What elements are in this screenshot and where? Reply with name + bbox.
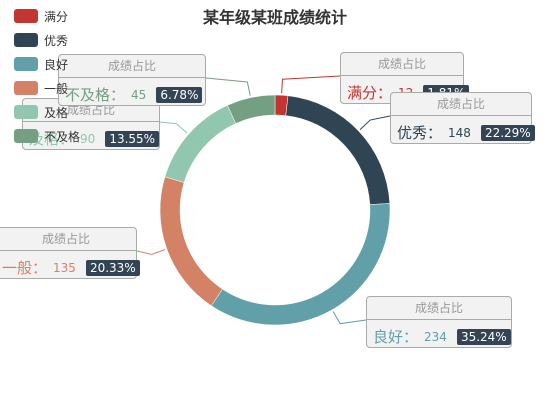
callout-body: 优秀： 148 22.29% <box>391 116 535 143</box>
legend-label: 一般 <box>44 81 69 96</box>
callout-name: 满分 <box>347 84 378 102</box>
donut-slice-excellent[interactable] <box>285 95 391 205</box>
donut-slice-pass[interactable] <box>164 104 237 183</box>
callout-name: 良好 <box>373 328 404 346</box>
legend-swatch <box>14 105 38 119</box>
callout-percent: 20.33% <box>85 259 140 276</box>
callout-body: 良好： 234 35.24% <box>367 320 511 347</box>
leader-line-excellent <box>359 115 391 131</box>
callout-title: 成绩占比 <box>59 55 205 78</box>
callout-percent: 13.55% <box>105 130 160 147</box>
chart-title: 某年级某班成绩统计 <box>202 8 347 27</box>
legend-label: 不及格 <box>44 129 81 144</box>
callout-good: 成绩占比良好： 234 35.24% <box>366 296 512 348</box>
callout-name: 一般 <box>2 259 33 277</box>
callout-value: 135 <box>53 260 76 275</box>
leader-lines <box>136 75 391 325</box>
callout-title: 成绩占比 <box>391 93 531 116</box>
callout-colon: ： <box>110 86 126 104</box>
callout-value: 90 <box>80 131 96 146</box>
callout-title: 成绩占比 <box>0 228 136 251</box>
legend-item-pass[interactable]: 及格 <box>14 100 80 124</box>
callout-title: 成绩占比 <box>367 297 511 320</box>
callout-excellent: 成绩占比优秀： 148 22.29% <box>390 92 535 144</box>
callout-body: 一般： 135 20.33% <box>0 251 140 278</box>
callout-colon: ： <box>59 130 75 148</box>
legend-swatch <box>14 33 38 47</box>
callout-title: 成绩占比 <box>341 53 463 76</box>
leader-line-fail <box>205 77 251 96</box>
callout-percent: 6.78% <box>156 86 203 103</box>
legend-label: 优秀 <box>44 33 69 48</box>
callout-percent: 35.24% <box>456 328 511 345</box>
callout-colon: ： <box>403 328 419 346</box>
callout-name: 不及格 <box>65 86 111 104</box>
leader-line-fair <box>136 249 166 255</box>
leader-line-full <box>281 75 341 94</box>
callout-title: 成绩占比 <box>23 99 159 122</box>
callout-body: 不及格： 45 6.78% <box>59 78 205 105</box>
legend[interactable]: 满分优秀良好一般及格不及格 <box>14 4 80 148</box>
legend-swatch <box>14 9 38 23</box>
leader-line-good <box>332 311 367 325</box>
donut-slice-good[interactable] <box>210 203 391 326</box>
donut-slice-fail[interactable] <box>227 94 276 124</box>
callout-fail: 成绩占比不及格： 45 6.78% <box>58 54 206 106</box>
legend-label: 满分 <box>44 9 69 24</box>
legend-item-good[interactable]: 良好 <box>14 52 80 76</box>
callout-colon: ： <box>427 124 443 142</box>
callout-value: 148 <box>448 125 471 140</box>
legend-item-fair[interactable]: 一般 <box>14 76 80 100</box>
legend-item-full[interactable]: 满分 <box>14 4 80 28</box>
callout-pass: 成绩占比 及格 ： 90 13.55% <box>22 98 160 150</box>
legend-label: 良好 <box>44 57 69 72</box>
legend-label: 及格 <box>44 105 69 120</box>
callout-colon: ： <box>32 259 48 277</box>
callout-fair: 成绩占比一般： 135 20.33% <box>0 227 140 279</box>
callout-colon: ： <box>377 84 393 102</box>
legend-swatch <box>14 57 38 71</box>
donut-slice-fair[interactable] <box>159 176 223 307</box>
leader-line-pass <box>159 121 188 134</box>
legend-swatch <box>14 81 38 95</box>
callout-percent: 22.29% <box>480 124 535 141</box>
legend-swatch <box>14 129 38 143</box>
callout-name: 优秀 <box>397 124 428 142</box>
donut-slices[interactable] <box>159 94 391 326</box>
legend-item-fail[interactable]: 不及格 <box>14 124 80 148</box>
callout-value: 45 <box>131 87 147 102</box>
callout-value: 234 <box>424 329 447 344</box>
legend-item-excellent[interactable]: 优秀 <box>14 28 80 52</box>
